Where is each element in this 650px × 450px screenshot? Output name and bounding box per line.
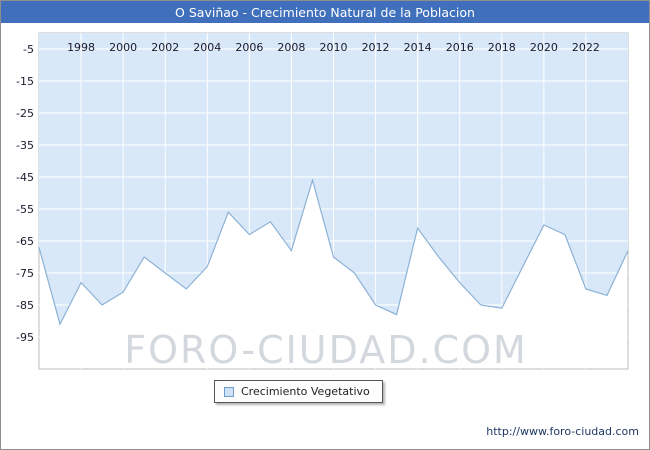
svg-text:-5: -5 [23, 43, 34, 56]
svg-text:-45: -45 [16, 171, 34, 184]
svg-text:-25: -25 [16, 107, 34, 120]
svg-text:2010: 2010 [320, 41, 348, 54]
svg-text:2000: 2000 [109, 41, 137, 54]
svg-text:2002: 2002 [151, 41, 179, 54]
svg-text:-75: -75 [16, 267, 34, 280]
chart-legend: Crecimiento Vegetativo [214, 380, 383, 403]
svg-text:-85: -85 [16, 299, 34, 312]
legend-label: Crecimiento Vegetativo [241, 385, 370, 398]
svg-text:2004: 2004 [193, 41, 221, 54]
svg-text:-95: -95 [16, 331, 34, 344]
svg-text:1998: 1998 [67, 41, 95, 54]
footer-link[interactable]: http://www.foro-ciudad.com [486, 425, 639, 438]
svg-text:2014: 2014 [404, 41, 432, 54]
svg-text:2016: 2016 [446, 41, 474, 54]
chart-title: O Saviñao - Crecimiento Natural de la Po… [175, 4, 475, 20]
svg-text:-55: -55 [16, 203, 34, 216]
svg-text:-15: -15 [16, 75, 34, 88]
svg-text:2006: 2006 [235, 41, 263, 54]
svg-text:-65: -65 [16, 235, 34, 248]
svg-text:2008: 2008 [277, 41, 305, 54]
legend-swatch-icon [224, 386, 234, 397]
svg-text:2022: 2022 [572, 41, 600, 54]
svg-text:-35: -35 [16, 139, 34, 152]
chart-title-bar: O Saviñao - Crecimiento Natural de la Po… [1, 1, 649, 23]
svg-text:2020: 2020 [530, 41, 558, 54]
svg-text:2012: 2012 [362, 41, 390, 54]
svg-text:2018: 2018 [488, 41, 516, 54]
